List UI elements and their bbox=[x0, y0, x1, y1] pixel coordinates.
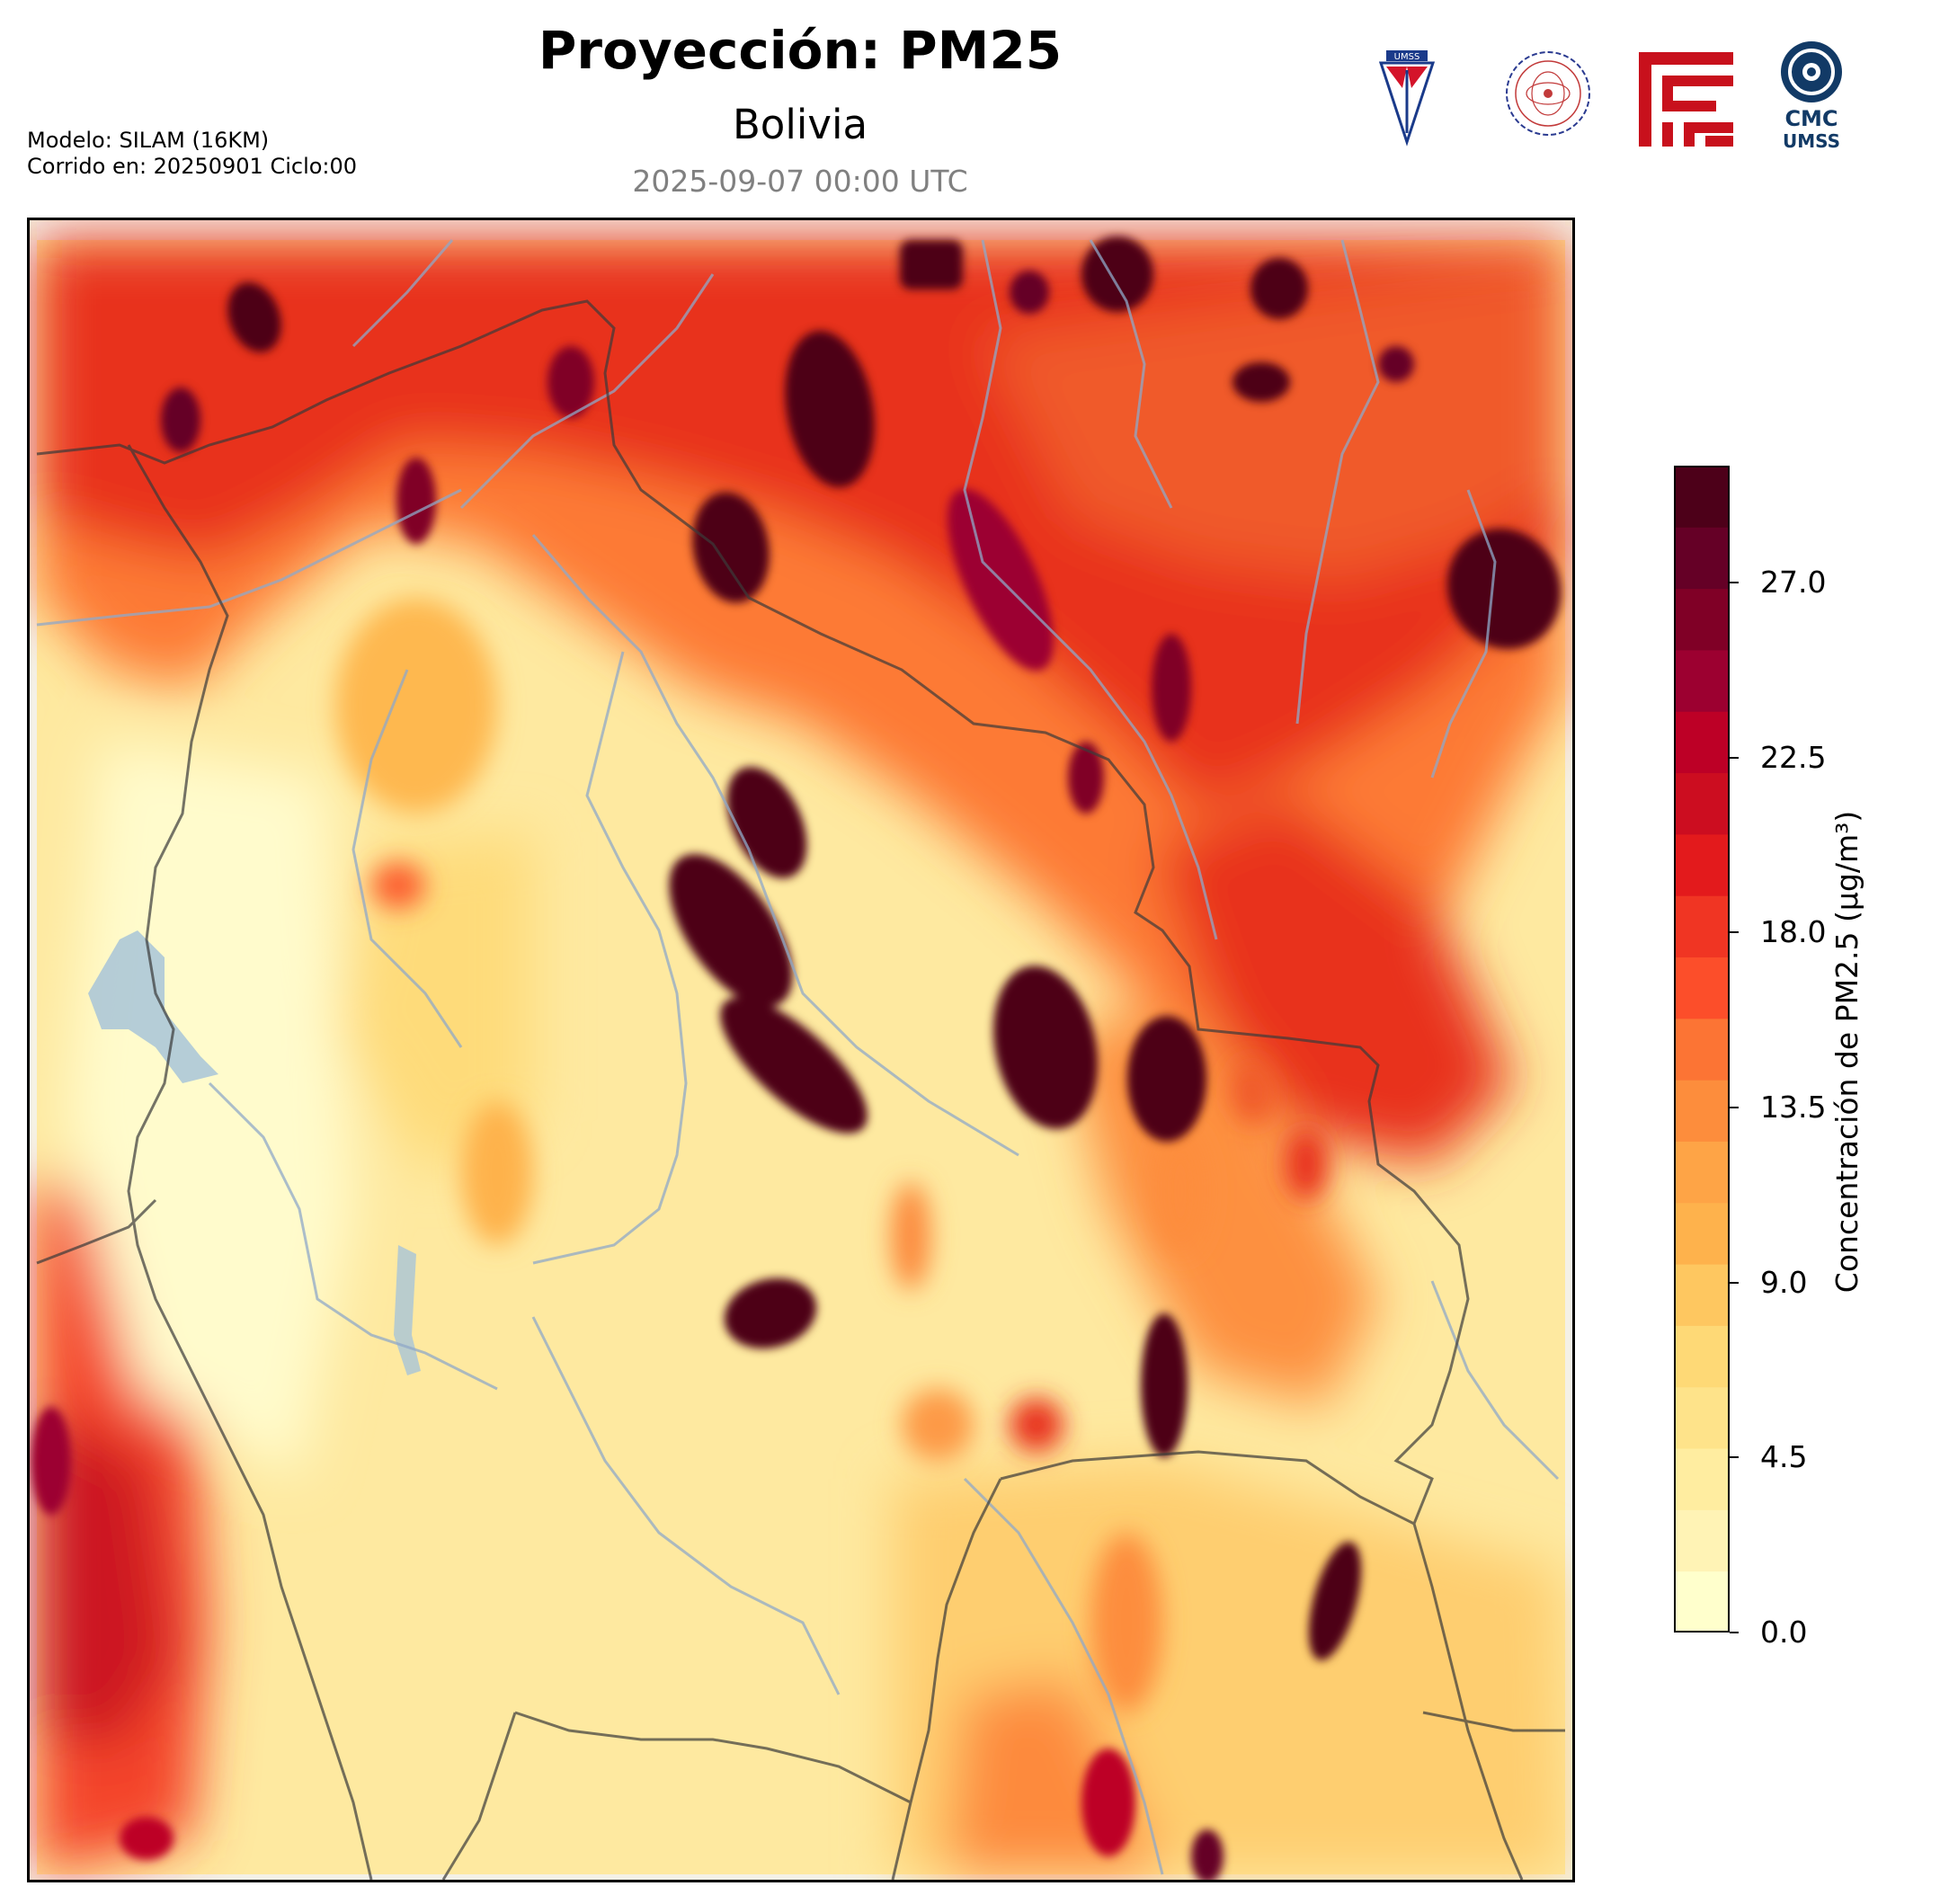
cmc-text: CMC bbox=[1784, 106, 1838, 131]
colorbar-band bbox=[1674, 833, 1730, 896]
umss-shield-text: UMSS bbox=[1394, 52, 1420, 62]
colorbar-tick-label: 27.0 bbox=[1760, 564, 1827, 600]
logo-bar: UMSS CMC UMSS bbox=[1375, 41, 1879, 160]
colorbar-tick-mark bbox=[1730, 1456, 1739, 1459]
colorbar-border bbox=[1674, 466, 1730, 1633]
moderate-concentration-patches bbox=[335, 598, 1328, 1713]
colorbar-tick-mark bbox=[1730, 1281, 1739, 1284]
pm25-map-canvas bbox=[31, 236, 1565, 1880]
colorbar-band bbox=[1674, 1018, 1730, 1081]
model-name: Modelo: SILAM (16KM) bbox=[27, 128, 270, 153]
colorbar-band bbox=[1674, 1448, 1730, 1510]
model-info: Modelo: SILAM (16KM) Corrido en: 2025090… bbox=[27, 128, 357, 180]
colorbar-band bbox=[1674, 1202, 1730, 1265]
colorbar-band bbox=[1674, 527, 1730, 590]
cmc-umss-text: UMSS bbox=[1783, 130, 1840, 152]
colorbar bbox=[1674, 466, 1730, 1633]
colorbar-band bbox=[1674, 1325, 1730, 1388]
chart-subtitle: Bolivia bbox=[732, 101, 868, 148]
lake-titicaca bbox=[88, 930, 218, 1083]
colorbar-tick-mark bbox=[1730, 756, 1739, 759]
colorbar-label: Concentración de PM2.5 (µg/m³) bbox=[1829, 810, 1864, 1294]
colorbar-tick-label: 9.0 bbox=[1760, 1264, 1808, 1300]
colorbar-band bbox=[1674, 1264, 1730, 1326]
model-run: Corrido en: 20250901 Ciclo:00 bbox=[27, 154, 358, 179]
colorbar-band bbox=[1674, 895, 1730, 958]
colorbar-tick-label: 0.0 bbox=[1760, 1615, 1808, 1650]
physics-department-seal bbox=[1506, 51, 1590, 136]
pm25-map bbox=[27, 218, 1575, 1882]
colorbar-band bbox=[1674, 772, 1730, 835]
colorbar-band bbox=[1674, 1080, 1730, 1142]
rivers bbox=[36, 239, 1560, 1875]
maze-logo bbox=[1639, 52, 1733, 147]
colorbar-band bbox=[1674, 1386, 1730, 1449]
colorbar-band bbox=[1674, 1570, 1730, 1633]
forecast-datetime: 2025-09-07 00:00 UTC bbox=[632, 164, 968, 199]
colorbar-band bbox=[1674, 711, 1730, 774]
country-borders bbox=[36, 299, 1565, 1880]
colorbar-band bbox=[1674, 956, 1730, 1019]
colorbar-band bbox=[1674, 1509, 1730, 1572]
cmc-umss-logo: CMC UMSS bbox=[1781, 41, 1842, 152]
chart-title: Proyección: PM25 bbox=[538, 20, 1063, 81]
colorbar-tick-label: 13.5 bbox=[1760, 1089, 1827, 1125]
lake-poopo bbox=[394, 1245, 421, 1375]
colorbar-tick-mark bbox=[1730, 1632, 1739, 1633]
colorbar-band bbox=[1674, 588, 1730, 651]
colorbar-tick-mark bbox=[1730, 581, 1739, 583]
colorbar-band bbox=[1674, 1141, 1730, 1204]
colorbar-band bbox=[1674, 649, 1730, 712]
colorbar-tick-label: 18.0 bbox=[1760, 914, 1827, 950]
colorbar-tick-label: 4.5 bbox=[1760, 1439, 1808, 1475]
colorbar-tick-mark bbox=[1730, 1106, 1739, 1108]
colorbar-tick-label: 22.5 bbox=[1760, 739, 1827, 775]
colorbar-tick-mark bbox=[1730, 931, 1739, 934]
colorbar-band bbox=[1674, 466, 1730, 528]
umss-logo: UMSS bbox=[1378, 50, 1436, 147]
pm25-hotspots bbox=[31, 236, 1562, 1880]
